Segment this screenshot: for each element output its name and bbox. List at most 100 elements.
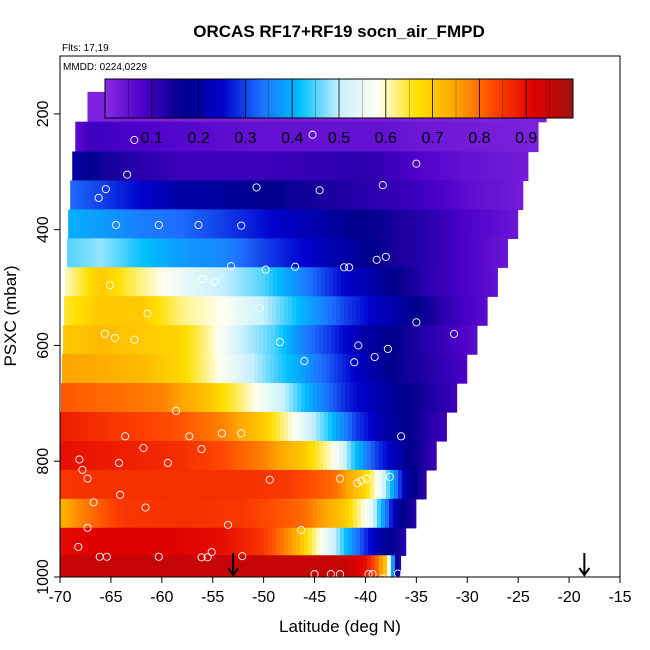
heatmap-cell xyxy=(123,238,128,268)
heatmap-cell xyxy=(67,238,72,268)
heatmap-cell xyxy=(65,383,70,413)
heatmap-cell xyxy=(84,412,89,442)
heatmap-cell xyxy=(331,238,336,268)
heatmap-cell xyxy=(132,296,137,326)
heatmap-cell xyxy=(317,469,323,500)
heatmap-cell xyxy=(405,469,411,500)
heatmap-cell xyxy=(365,383,370,413)
heatmap-cell xyxy=(364,296,369,326)
heatmap-cell xyxy=(468,209,473,239)
heatmap-cell xyxy=(344,412,349,442)
heatmap-cell xyxy=(392,296,397,326)
heatmap-cell xyxy=(135,527,141,556)
heatmap-cell xyxy=(139,527,145,556)
heatmap-cell xyxy=(356,151,361,182)
heatmap-cell xyxy=(191,527,197,556)
heatmap-cell xyxy=(277,267,282,297)
heatmap-cell xyxy=(251,527,257,556)
heatmap-cell xyxy=(167,238,172,268)
heatmap-cell xyxy=(257,267,262,297)
heatmap-cell xyxy=(113,469,119,500)
heatmap-cell xyxy=(319,325,324,355)
data-point xyxy=(372,255,381,264)
heatmap-cell xyxy=(169,267,174,297)
heatmap-cell xyxy=(387,325,392,355)
heatmap-cell xyxy=(376,296,381,326)
heatmap-cell xyxy=(256,151,261,182)
heatmap-cell xyxy=(229,383,234,413)
heatmap-cell xyxy=(330,555,336,577)
x-tick-label: -30 xyxy=(456,589,479,606)
heatmap-cell xyxy=(382,354,387,384)
data-point xyxy=(94,193,103,202)
heatmap-cell xyxy=(535,121,539,153)
heatmap-cell xyxy=(184,209,189,239)
heatmap-cell xyxy=(93,383,98,413)
heatmap-cell xyxy=(293,469,299,500)
heatmap-cell xyxy=(153,469,159,500)
heatmap-cell xyxy=(382,180,387,211)
heatmap-cell xyxy=(235,238,240,268)
heatmap-cell xyxy=(190,354,195,384)
heatmap-cell xyxy=(273,469,279,500)
heatmap-cell xyxy=(70,440,76,471)
heatmap-cell xyxy=(364,151,369,182)
heatmap-cell xyxy=(112,412,117,442)
data-point xyxy=(252,183,261,192)
heatmap-cell xyxy=(386,180,391,211)
heatmap-cell xyxy=(166,440,172,471)
heatmap-cell xyxy=(202,555,208,577)
heatmap-cell xyxy=(319,121,324,153)
heatmap-cell xyxy=(306,440,312,471)
data-point xyxy=(383,344,392,353)
heatmap-cell xyxy=(315,527,321,556)
heatmap-cell xyxy=(352,498,358,529)
data-point xyxy=(385,472,394,481)
heatmap-cell xyxy=(176,209,181,239)
heatmap-cell xyxy=(244,498,250,529)
heatmap-cell xyxy=(298,180,303,211)
heatmap-cell xyxy=(382,555,388,577)
heatmap-cell xyxy=(138,440,144,471)
heatmap-cell xyxy=(219,121,224,153)
heatmap-cell xyxy=(455,325,460,355)
heatmap-cell xyxy=(123,325,128,355)
heatmap-cell xyxy=(416,412,421,442)
heatmap-cell xyxy=(170,440,176,471)
heatmap-cell xyxy=(111,121,116,153)
heatmap-cell xyxy=(207,121,212,153)
heatmap-cell xyxy=(410,354,415,384)
heatmap-cell xyxy=(363,325,368,355)
heatmap-cell xyxy=(244,296,249,326)
heatmap-cell xyxy=(351,121,356,153)
heatmap-cell xyxy=(370,555,376,577)
heatmap-cell xyxy=(218,180,223,211)
heatmap-cell xyxy=(304,296,309,326)
heatmap-cell xyxy=(136,209,141,239)
heatmap-cell xyxy=(210,180,215,211)
heatmap-cell xyxy=(284,296,289,326)
heatmap-cell xyxy=(228,296,233,326)
heatmap-cell xyxy=(207,325,212,355)
heatmap-cell xyxy=(144,296,149,326)
heatmap-cell xyxy=(300,498,306,529)
heatmap-cell xyxy=(195,527,201,556)
heatmap-cell xyxy=(264,412,269,442)
heatmap-cell xyxy=(376,209,381,239)
heatmap-cell xyxy=(277,469,283,500)
data-point xyxy=(163,458,172,468)
heatmap-cell xyxy=(404,412,409,442)
heatmap-cell xyxy=(303,325,308,355)
data-point xyxy=(300,357,309,366)
heatmap-cell xyxy=(395,325,400,355)
heatmap-cell xyxy=(394,555,400,577)
heatmap-cell xyxy=(386,555,392,577)
heatmap-cell xyxy=(196,151,201,182)
heatmap-cell xyxy=(305,383,310,413)
heatmap-cell xyxy=(296,412,301,442)
heatmap-cell xyxy=(181,469,187,500)
flights-label: Flts: 17,19 xyxy=(62,43,109,54)
heatmap-cell xyxy=(262,440,268,471)
heatmap-cell xyxy=(459,121,464,153)
heatmap-cell xyxy=(160,151,165,182)
